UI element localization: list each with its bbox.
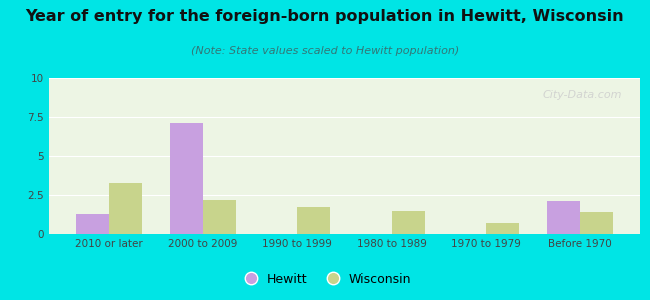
Legend: Hewitt, Wisconsin: Hewitt, Wisconsin (233, 268, 417, 291)
Bar (547, 201, 580, 234)
Bar (75, 214, 109, 234)
Bar (486, 223, 519, 234)
Text: Year of entry for the foreign-born population in Hewitt, Wisconsin: Year of entry for the foreign-born popul… (26, 9, 624, 24)
Text: City-Data.com: City-Data.com (543, 91, 623, 100)
Text: (Note: State values scaled to Hewitt population): (Note: State values scaled to Hewitt pop… (191, 46, 459, 56)
Bar (580, 212, 614, 234)
Bar (297, 208, 330, 234)
Bar (109, 182, 142, 234)
Bar (203, 200, 236, 234)
Bar (170, 123, 203, 234)
Bar (392, 211, 424, 234)
